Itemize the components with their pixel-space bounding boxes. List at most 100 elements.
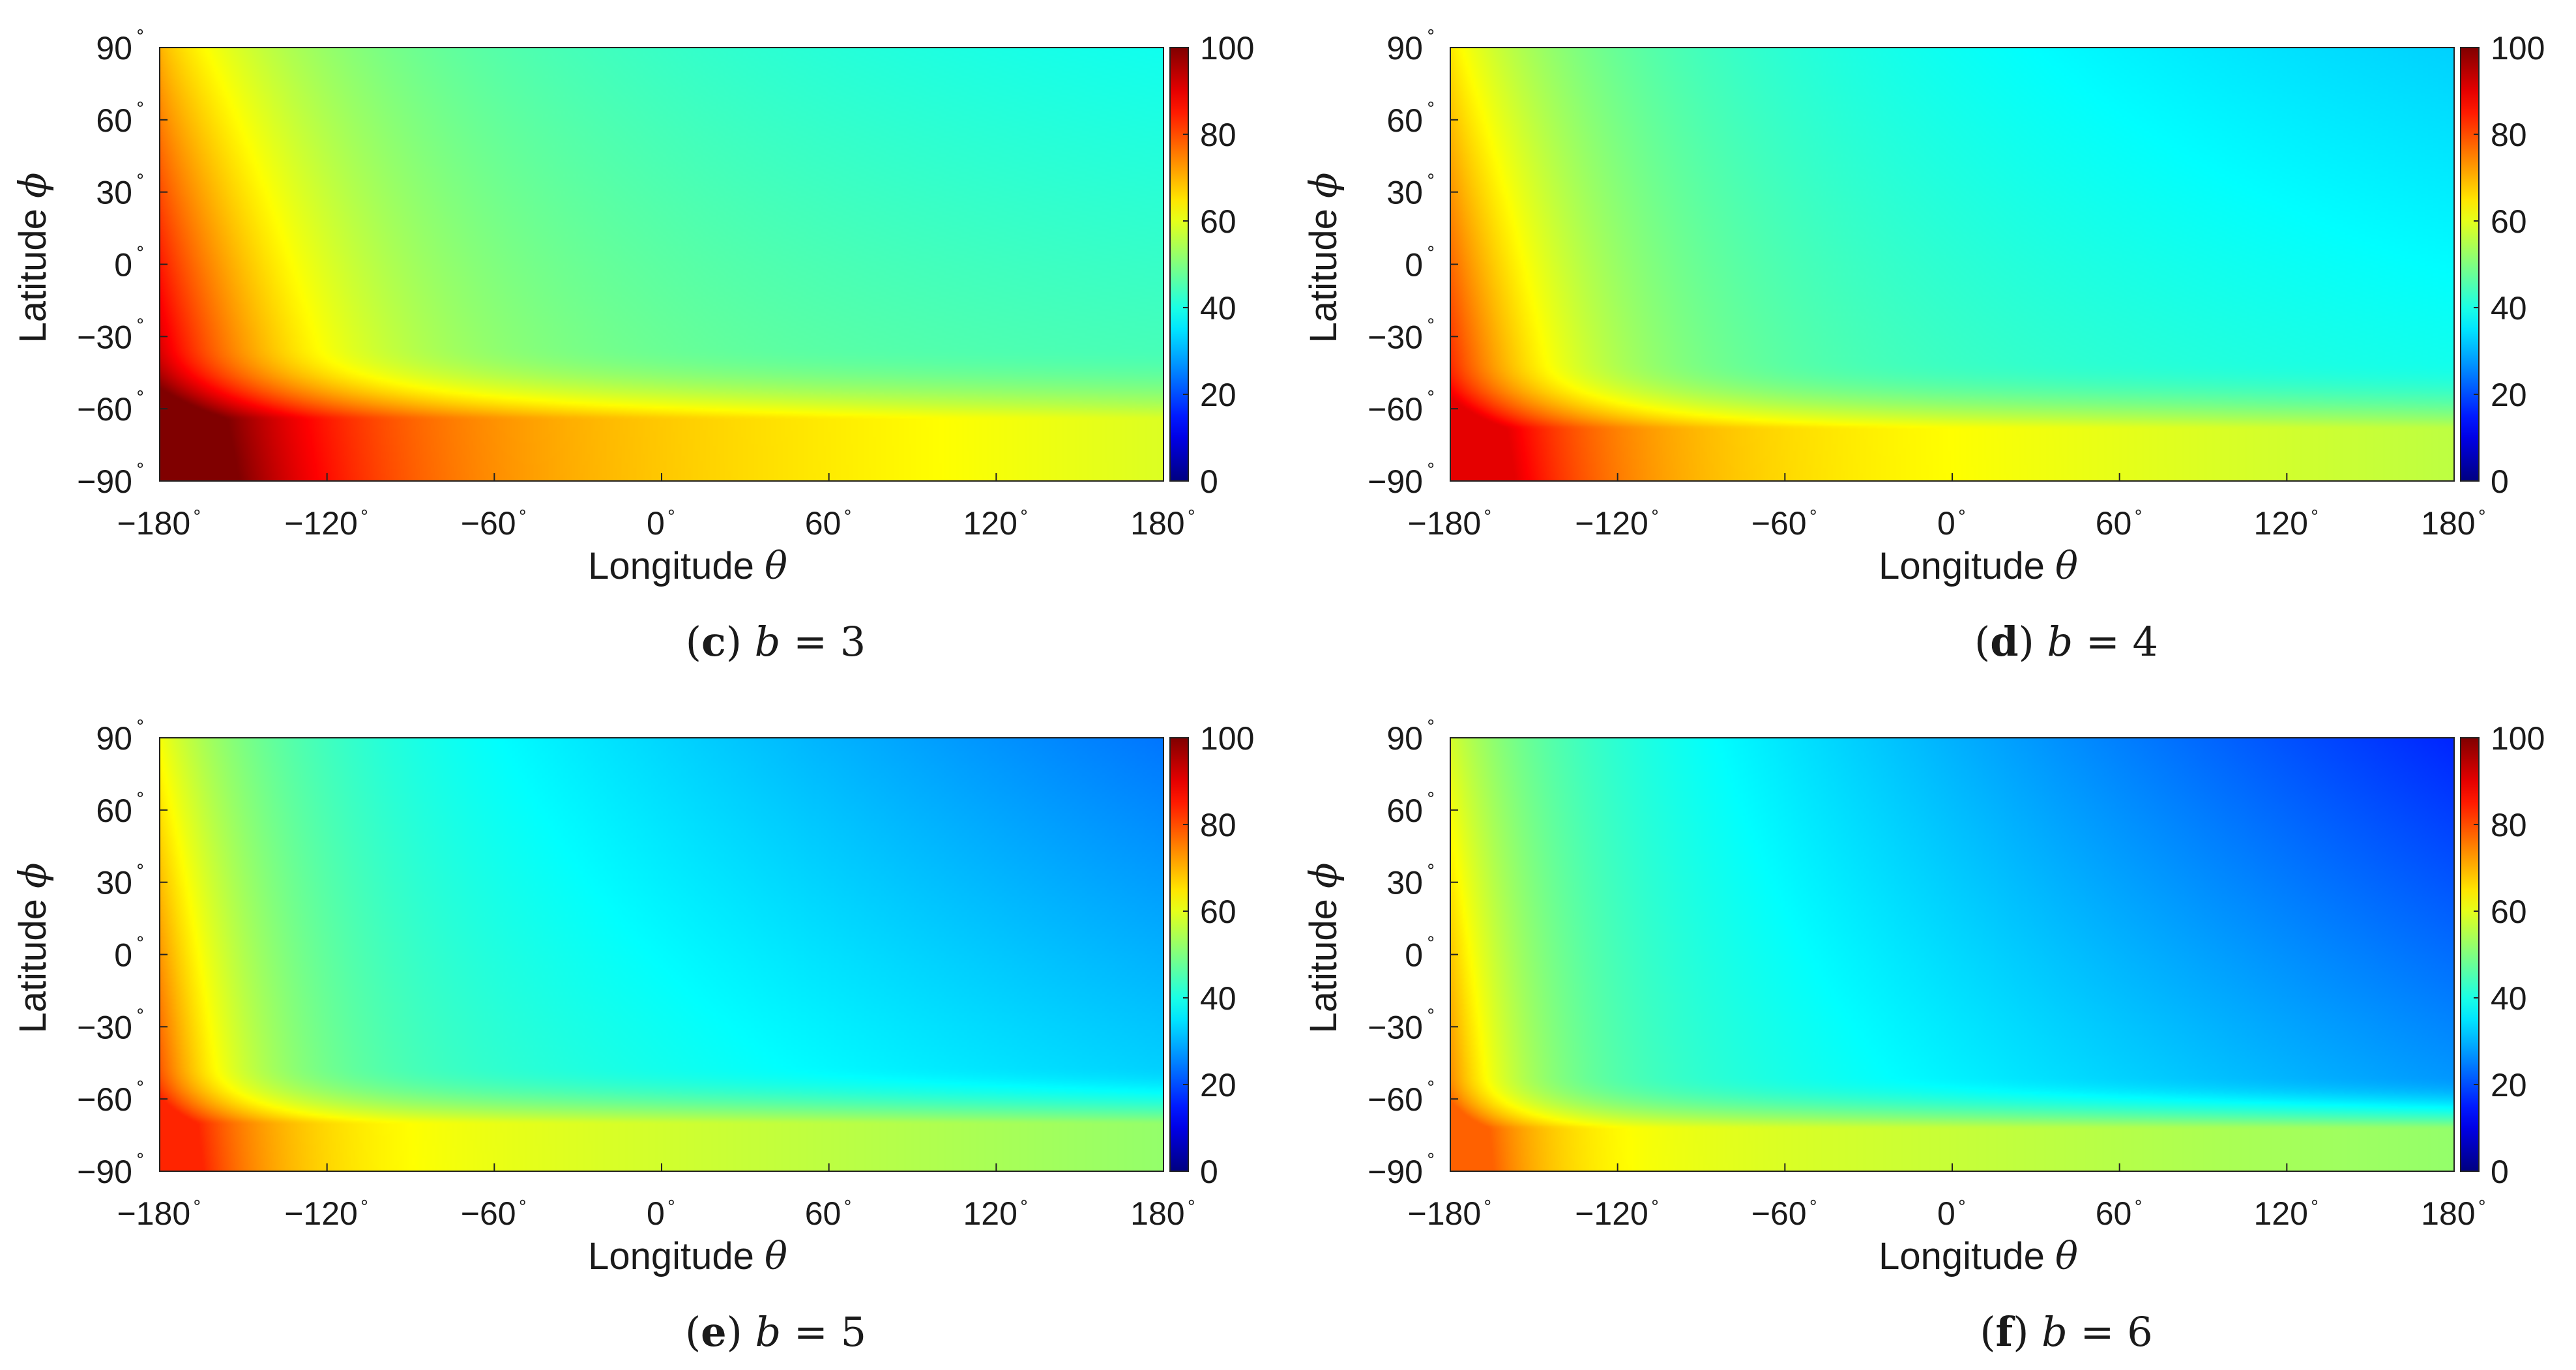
degree-symbol: ∘	[842, 1192, 853, 1212]
caption: (c) b = 3	[686, 618, 866, 665]
colorbar-tick-label: 40	[2491, 980, 2527, 1017]
colorbar-tick-label: 0	[1200, 463, 1218, 500]
degree-symbol: ∘	[1426, 22, 1436, 41]
y-axis-label-text: Latitude	[1302, 198, 1345, 343]
degree-symbol: ∘	[2477, 502, 2487, 521]
caption-open-paren: (	[1980, 1308, 1995, 1356]
x-axis-label-text: Longitude	[588, 545, 765, 587]
x-tick-label: 120∘	[2253, 1192, 2320, 1232]
colorbar-tick-label: 80	[1200, 807, 1237, 843]
caption: (e) b = 5	[685, 1308, 866, 1356]
x-tick-label: 180∘	[1130, 502, 1197, 542]
y-tick-label: −60	[1368, 1081, 1423, 1118]
degree-symbol: ∘	[1426, 856, 1436, 876]
degree-symbol: ∘	[135, 1000, 145, 1020]
degree-symbol: ∘	[135, 94, 145, 113]
x-tick-label: −60∘	[461, 1192, 528, 1232]
caption: (f) b = 6	[1980, 1308, 2152, 1356]
colorbar-tick-label: 100	[1200, 30, 1254, 66]
y-tick-label: 0	[1405, 247, 1423, 284]
caption-equation: = 5	[781, 1308, 866, 1356]
x-tick-label: −120∘	[284, 1192, 370, 1232]
colorbar-tick-label: 0	[2491, 1154, 2509, 1190]
y-axis-symbol: ϕ	[10, 172, 55, 198]
caption-equation: = 3	[780, 618, 866, 665]
y-axis-label-text: Latitude	[1302, 888, 1345, 1034]
x-tick-value: 60	[805, 505, 842, 542]
x-tick-label: −60∘	[1751, 1192, 1819, 1232]
colorbar-tick-label: 60	[2491, 203, 2527, 240]
y-axis-label: Latitude ϕ	[10, 862, 55, 1033]
y-tick-label: −30	[77, 1009, 132, 1045]
colorbar-tick-label: 100	[2491, 30, 2545, 66]
x-tick-value: 0	[647, 505, 665, 542]
x-axis-label: Longitude θ	[1879, 544, 2078, 588]
degree-symbol: ∘	[1426, 310, 1436, 330]
x-tick-value: −180	[117, 505, 191, 542]
degree-symbol: ∘	[1426, 94, 1436, 113]
degree-symbol: ∘	[135, 383, 145, 402]
x-tick-value: 120	[2253, 505, 2307, 542]
x-tick-value: 180	[1130, 505, 1184, 542]
x-tick-label: −120∘	[1575, 1192, 1660, 1232]
x-tick-value: −60	[1751, 505, 1807, 542]
x-tick-label: 180∘	[1130, 1192, 1197, 1232]
y-tick-label: 90	[96, 30, 132, 66]
x-tick-label: 0∘	[647, 502, 677, 542]
degree-symbol: ∘	[1957, 1192, 1967, 1212]
x-axis-symbol: θ	[2055, 1234, 2078, 1278]
y-tick-label: −90	[1368, 463, 1423, 500]
degree-symbol: ∘	[1482, 502, 1493, 521]
degree-symbol: ∘	[1426, 784, 1436, 804]
caption-open-paren: (	[685, 1308, 701, 1356]
y-tick-label: −90	[77, 463, 132, 500]
colorbar-tick-label: 100	[1200, 720, 1254, 757]
x-tick-value: 0	[1937, 1195, 1955, 1232]
degree-symbol: ∘	[1186, 1192, 1197, 1212]
y-tick-label: 30	[1386, 865, 1423, 901]
x-tick-value: 60	[2096, 505, 2132, 542]
caption-close-paren: )	[2019, 618, 2047, 665]
degree-symbol: ∘	[135, 239, 145, 258]
degree-symbol: ∘	[135, 1145, 145, 1165]
caption-variable: b	[2042, 1308, 2068, 1356]
x-tick-label: −60∘	[461, 502, 528, 542]
x-axis-label-text: Longitude	[1879, 545, 2055, 587]
degree-symbol: ∘	[1019, 1192, 1029, 1212]
x-tick-value: 0	[647, 1195, 665, 1232]
colorbar-tick-label: 100	[2491, 720, 2545, 757]
colorbar-tick-label: 20	[1200, 377, 1237, 413]
x-axis-symbol: θ	[765, 1234, 787, 1278]
degree-symbol: ∘	[842, 502, 853, 521]
y-axis-symbol: ϕ	[1301, 862, 1345, 888]
y-tick-label: 60	[96, 793, 132, 829]
panel-d: −180∘ −120∘ −60∘ 0∘ 60∘ 120∘ 180∘90 ∘60 ∘30 ∘0 ∘−3…	[1301, 22, 2545, 665]
x-tick-value: −120	[284, 505, 358, 542]
x-axis-label-text: Longitude	[1879, 1235, 2055, 1277]
colorbar-tick-label: 60	[1200, 203, 1237, 240]
x-tick-label: 60∘	[2096, 502, 2144, 542]
caption-close-paren: )	[727, 1308, 755, 1356]
degree-symbol: ∘	[192, 1192, 202, 1212]
colorbar-tick-label: 20	[2491, 1067, 2527, 1103]
x-tick-label: −180∘	[117, 1192, 203, 1232]
degree-symbol: ∘	[1186, 502, 1197, 521]
y-axis-label: Latitude ϕ	[10, 172, 55, 343]
degree-symbol: ∘	[1426, 929, 1436, 948]
y-tick-label: 60	[96, 102, 132, 139]
caption-letter: e	[701, 1308, 726, 1356]
y-tick-label: −90	[77, 1154, 132, 1190]
degree-symbol: ∘	[518, 1192, 528, 1212]
y-axis-label: Latitude ϕ	[1301, 862, 1345, 1033]
degree-symbol: ∘	[1019, 502, 1029, 521]
colorbar-tick-label: 20	[1200, 1067, 1237, 1103]
degree-symbol: ∘	[135, 22, 145, 41]
x-tick-label: −120∘	[1575, 502, 1660, 542]
x-tick-value: 180	[2421, 505, 2475, 542]
y-tick-label: 0	[1405, 937, 1423, 974]
y-tick-label: 30	[96, 865, 132, 901]
degree-symbol: ∘	[1426, 455, 1436, 474]
x-tick-value: 180	[1130, 1195, 1184, 1232]
colorbar-tick-label: 60	[2491, 894, 2527, 930]
